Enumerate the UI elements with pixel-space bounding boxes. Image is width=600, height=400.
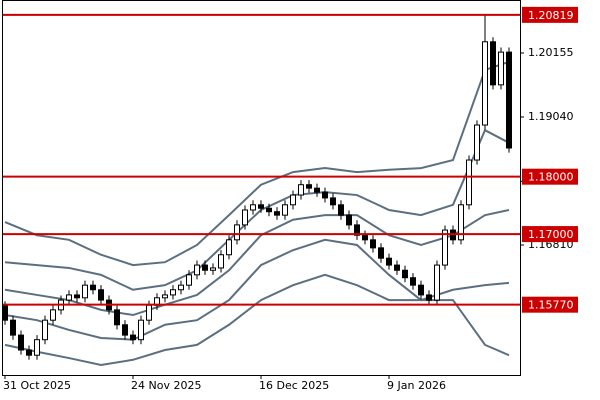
candle-body (346, 214, 352, 226)
candle-body (122, 324, 128, 336)
candle-body (74, 294, 80, 299)
candle-body (146, 304, 152, 321)
level-label-box (522, 168, 578, 185)
band-line (4, 208, 510, 317)
band-line (4, 60, 510, 267)
level-label: 1.18000 (528, 171, 574, 184)
candle-body (26, 349, 32, 356)
candle-body (418, 284, 424, 296)
candle-body (194, 264, 200, 276)
candle-body (402, 269, 408, 279)
candle-body (338, 204, 344, 216)
candle-body (130, 334, 136, 341)
plot-frame (2, 0, 521, 376)
candle-body (490, 41, 496, 86)
candle-body (34, 339, 40, 356)
y-tick-label: 1.20155 (528, 46, 574, 59)
candle-body (186, 274, 192, 286)
x-tick-label: 9 Jan 2026 (387, 379, 446, 392)
candle-body (170, 289, 176, 296)
band-line (4, 128, 510, 291)
candle-body (322, 191, 328, 199)
candle-body (210, 267, 216, 271)
level-label-box (522, 6, 578, 23)
candle-body (42, 319, 48, 341)
candle-body (18, 334, 24, 351)
candle-body (282, 204, 288, 216)
candle-body (66, 294, 72, 301)
level-label-box (522, 296, 578, 313)
candle-body (498, 51, 504, 86)
candle-body (90, 284, 96, 291)
candle-body (394, 264, 400, 271)
candle-body (458, 204, 464, 241)
candle-body (378, 247, 384, 259)
candle-body (274, 211, 280, 216)
band-line (4, 238, 510, 341)
x-tick-label: 31 Oct 2025 (3, 379, 71, 392)
candle-body (138, 319, 144, 341)
candle-body (178, 284, 184, 291)
candle-body (98, 289, 104, 301)
candle-body (362, 234, 368, 241)
level-label: 1.17000 (528, 228, 574, 241)
candle-body (258, 204, 264, 209)
candle-body (330, 197, 336, 206)
candle-body (114, 309, 120, 326)
candle-body (354, 224, 360, 236)
candle-body (10, 319, 16, 336)
candle-body (226, 239, 232, 256)
candle-body (2, 305, 8, 321)
candle-body (434, 264, 440, 301)
candle-body (506, 51, 512, 149)
candle-body (82, 284, 88, 299)
candle-body (266, 207, 272, 213)
x-tick-label: 24 Nov 2025 (131, 379, 201, 392)
candle-body (250, 204, 256, 211)
level-label-box (522, 226, 578, 243)
candle-body (370, 239, 376, 249)
candle-body (314, 187, 320, 193)
candle-body (298, 184, 304, 196)
candle-body (290, 194, 296, 206)
band-line (4, 273, 510, 366)
candle-body (386, 257, 392, 266)
candle-body (234, 224, 240, 241)
candle-body (162, 294, 168, 299)
candle-body (50, 309, 56, 321)
candle-body (242, 209, 248, 226)
x-tick-label: 16 Dec 2025 (259, 379, 329, 392)
candle-body (442, 229, 448, 266)
candle-body (426, 294, 432, 301)
y-tick-label: 1.19040 (528, 110, 574, 123)
level-label: 1.20819 (528, 9, 574, 22)
candle-body (466, 159, 472, 206)
candle-body (410, 277, 416, 286)
candle-body (482, 41, 488, 126)
level-label: 1.15770 (528, 299, 574, 312)
candle-body (306, 184, 312, 189)
candle-body (202, 264, 208, 271)
candle-body (218, 254, 224, 269)
candle-body (474, 124, 480, 161)
